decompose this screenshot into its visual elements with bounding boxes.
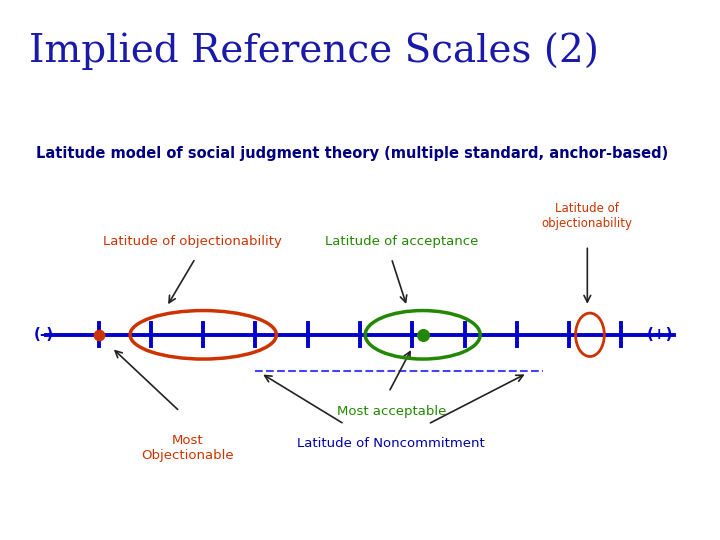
Text: Latitude of
objectionability: Latitude of objectionability <box>542 202 633 230</box>
Text: Latitude model of social judgment theory (multiple standard, anchor-based): Latitude model of social judgment theory… <box>36 146 668 161</box>
Text: Latitude of acceptance: Latitude of acceptance <box>325 235 479 248</box>
Text: Most acceptable: Most acceptable <box>337 405 446 418</box>
Text: Latitude of objectionability: Latitude of objectionability <box>104 235 282 248</box>
Text: (+): (+) <box>647 327 674 342</box>
Text: (-): (-) <box>34 327 54 342</box>
Text: Implied Reference Scales (2): Implied Reference Scales (2) <box>29 32 599 70</box>
Text: Latitude of Noncommitment: Latitude of Noncommitment <box>297 437 485 450</box>
Point <box>417 330 428 339</box>
Text: Most
Objectionable: Most Objectionable <box>141 434 234 462</box>
Point <box>93 330 104 339</box>
